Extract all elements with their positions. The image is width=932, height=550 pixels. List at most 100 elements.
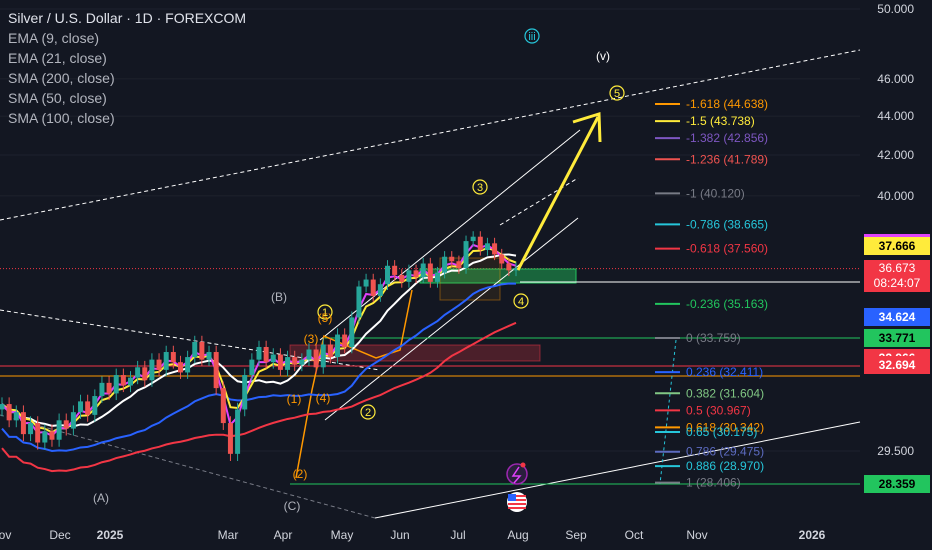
candle-body <box>35 423 41 443</box>
fib-label: -1.618 (44.638) <box>686 97 768 111</box>
candle-body <box>327 344 333 358</box>
fib-label: 1 (28.406) <box>686 476 741 490</box>
candle-body <box>277 354 283 370</box>
candle-body <box>456 261 462 269</box>
long-support-line <box>374 421 861 519</box>
last-price-value: 36.673 <box>878 260 916 275</box>
candle-body <box>56 420 62 440</box>
candle-body <box>185 357 191 373</box>
candle-body <box>92 396 98 415</box>
x-tick-label: Nov <box>686 528 708 542</box>
projection-arrow-line <box>516 116 600 271</box>
candle-body <box>63 420 69 429</box>
candle-body <box>113 375 119 394</box>
x-tick-label: Sep <box>565 528 587 542</box>
candle-body <box>249 359 255 376</box>
wave-label: (A) <box>93 491 109 505</box>
candle-body <box>463 241 469 269</box>
candle-body <box>377 284 383 296</box>
candle-body <box>413 270 419 278</box>
candle-body <box>477 236 483 250</box>
fib-label: -1 (40.120) <box>686 186 745 200</box>
trend-lines <box>0 49 861 519</box>
candle-body <box>356 286 362 318</box>
wave-label: 2 <box>365 407 371 419</box>
wave-label: 4 <box>518 296 524 308</box>
highlight-zones <box>289 257 577 362</box>
candle-body <box>177 362 183 373</box>
fib-label: 0.236 (32.411) <box>686 365 763 379</box>
alert-dot-icon <box>520 462 526 468</box>
indicator-sma-50[interactable]: SMA (50, close) <box>8 90 107 106</box>
candle-body <box>235 409 241 454</box>
x-tick-label: 2025 <box>96 528 124 542</box>
wave-label: iii <box>528 31 535 43</box>
candle-body <box>506 263 512 271</box>
flag-stripe <box>508 495 526 497</box>
flag-canton <box>508 494 516 501</box>
candle-body <box>420 263 426 278</box>
candle-body <box>427 263 433 282</box>
fib-label: -0.786 (38.665) <box>686 217 768 231</box>
y-tick-label: 29.500 <box>877 444 914 458</box>
price-badge: 34.624 <box>864 307 930 326</box>
sma-100-line <box>1 282 517 453</box>
wave-label: (1) <box>287 392 302 406</box>
fib-anchor-line <box>659 339 677 485</box>
fib-label: 0.886 (28.970) <box>686 459 764 473</box>
x-tick-label: Oct <box>624 528 644 542</box>
fib-label: 0.5 (30.967) <box>686 403 751 417</box>
flag-stripe <box>508 499 526 501</box>
candle-body <box>492 243 498 255</box>
candle-body <box>270 354 276 363</box>
candle-body <box>263 346 269 363</box>
wave-circle <box>472 179 488 195</box>
fibonacci-levels: -1.618 (44.638) -1.5 (43.738) -1.382 (42.8… <box>655 97 768 490</box>
candle-body <box>0 404 5 410</box>
lower-channel-line <box>324 217 579 421</box>
indicator-ema-9[interactable]: EMA (9, close) <box>8 30 100 46</box>
x-tick-label: ov <box>0 528 12 542</box>
price-badge: 28.359 <box>864 475 930 494</box>
y-tick-label: 46.000 <box>877 71 914 86</box>
indicator-sma-200[interactable]: SMA (200, close) <box>8 70 115 86</box>
candle-body <box>299 359 305 365</box>
indicator-sma-100[interactable]: SMA (100, close) <box>8 110 115 126</box>
bar-countdown: 08:24:07 <box>873 275 921 290</box>
x-tick-label: Mar <box>217 528 239 542</box>
candle-body <box>256 346 262 360</box>
orange-wave-path <box>295 289 413 479</box>
candle-body <box>434 272 440 282</box>
candle-body <box>399 274 405 282</box>
wave-label: 1 <box>322 307 328 319</box>
wave-circle <box>513 293 529 309</box>
wave-circle <box>524 28 540 44</box>
candle-body <box>442 256 448 273</box>
fib-label: -0.618 (37.560) <box>686 242 768 256</box>
candle-body <box>285 357 291 370</box>
price-axis[interactable]: 50.00046.00044.00042.00040.00029.50037.8… <box>860 0 932 522</box>
lightning-glyph-icon <box>511 466 522 484</box>
x-tick-label: Jun <box>390 528 410 542</box>
wave-label: (v) <box>596 49 610 63</box>
candle-body <box>106 382 112 394</box>
indicator-ema-21[interactable]: EMA (21, close) <box>8 50 107 66</box>
candle-body <box>206 352 212 360</box>
candle-body <box>99 382 105 397</box>
wave-label: (5) <box>318 311 333 325</box>
y-tick-label: 50.000 <box>877 2 914 16</box>
price-badge: 33.771 <box>864 328 930 347</box>
candle-body <box>306 349 312 360</box>
candle-body <box>406 270 412 282</box>
candle-body <box>199 341 205 360</box>
candle-body <box>128 377 133 386</box>
fib-label: -1.5 (43.738) <box>686 114 755 128</box>
wave-circle <box>317 304 333 320</box>
candle-body <box>70 412 76 429</box>
candle-body <box>313 349 319 368</box>
wave-label: (3) <box>304 332 319 346</box>
candlesticks <box>0 231 519 461</box>
candle-body <box>320 344 326 368</box>
wave-label: (2) <box>293 467 308 481</box>
